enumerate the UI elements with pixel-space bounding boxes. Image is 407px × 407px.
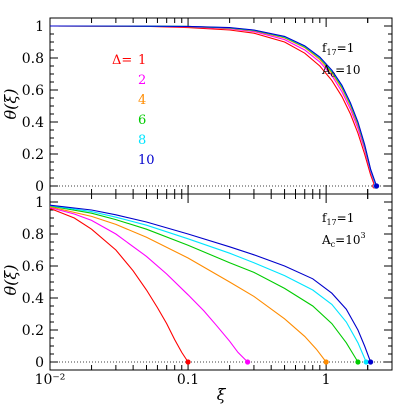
top-annotation-f17: f17=1	[322, 41, 354, 57]
top-y-ticks: 0 0.2 0.4 0.6 0.8 1	[22, 19, 392, 195]
series-endpoint-1	[185, 359, 191, 365]
series-line-1	[49, 25, 376, 187]
x-tick-label: 0.1	[177, 372, 199, 388]
series-line-1	[49, 207, 189, 363]
y-tick-label: 0.4	[22, 115, 44, 131]
series-line-2	[49, 207, 249, 363]
legend-entry-2: 2	[138, 73, 146, 88]
top-series-group	[49, 25, 380, 189]
legend-entry-10: 10	[138, 153, 155, 168]
legend-entry-8: 8	[138, 133, 146, 148]
y-tick-label: 0.8	[22, 51, 44, 67]
series-line-4	[49, 206, 327, 363]
x-tick-label: 1	[322, 372, 331, 388]
bottom-y-ticks: 0 0.2 0.4 0.6 0.8 1	[22, 195, 392, 371]
x-tick-label: 10⁻²	[35, 372, 66, 388]
bottom-x-ticks	[49, 194, 393, 370]
series-line-10	[49, 25, 378, 187]
bottom-annotation-ac: Ac=103	[321, 231, 366, 249]
top-x-ticks	[49, 18, 393, 194]
panel-top: 0 0.2 0.4 0.6 0.8 1 θ(ξ) f17=1 Ac=10 Δ= 1 2 4 6 8 1…	[1, 17, 393, 195]
bottom-annotation-f17: f17=1	[322, 211, 354, 227]
y-tick-label: 0.4	[22, 291, 44, 307]
legend-entry-1: 1	[138, 53, 146, 68]
series-endpoint-2	[245, 359, 251, 365]
bottom-series-group	[49, 204, 374, 365]
y-tick-label: 0	[35, 179, 44, 195]
top-y-axis-label: θ(ξ)	[1, 89, 20, 120]
top-annotation-ac: Ac=10	[321, 63, 360, 79]
series-endpoint-10	[368, 359, 374, 365]
series-line-8	[49, 204, 367, 363]
y-tick-label: 0.2	[22, 147, 44, 163]
series-line-10	[49, 204, 372, 363]
legend-entry-4: 4	[138, 93, 146, 108]
y-tick-label: 1	[35, 195, 44, 211]
x-axis-label: ξ	[217, 385, 227, 404]
series-endpoint-10	[373, 183, 380, 189]
y-tick-label: 0.8	[22, 227, 44, 243]
series-line-6	[49, 205, 359, 363]
y-tick-label: 0.6	[22, 83, 44, 99]
y-tick-label: 0.6	[22, 259, 44, 275]
series-endpoint-8	[363, 359, 369, 365]
y-tick-label: 1	[35, 19, 44, 35]
bottom-x-tick-labels: 10⁻² 0.1 1	[35, 372, 331, 388]
panel-bottom: 0 0.2 0.4 0.6 0.8 1 θ(ξ) f17=1 Ac=103 10⁻² 0.1…	[1, 193, 393, 404]
series-endpoint-4	[323, 359, 329, 365]
legend-prefix: Δ=	[112, 53, 132, 68]
legend-entry-6: 6	[138, 113, 146, 128]
bottom-y-axis-label: θ(ξ)	[1, 265, 20, 296]
series-endpoint-6	[355, 359, 361, 365]
y-tick-label: 0	[35, 355, 44, 371]
y-tick-label: 0.2	[22, 323, 44, 339]
legend: Δ= 1 2 4 6 8 10	[112, 53, 155, 168]
